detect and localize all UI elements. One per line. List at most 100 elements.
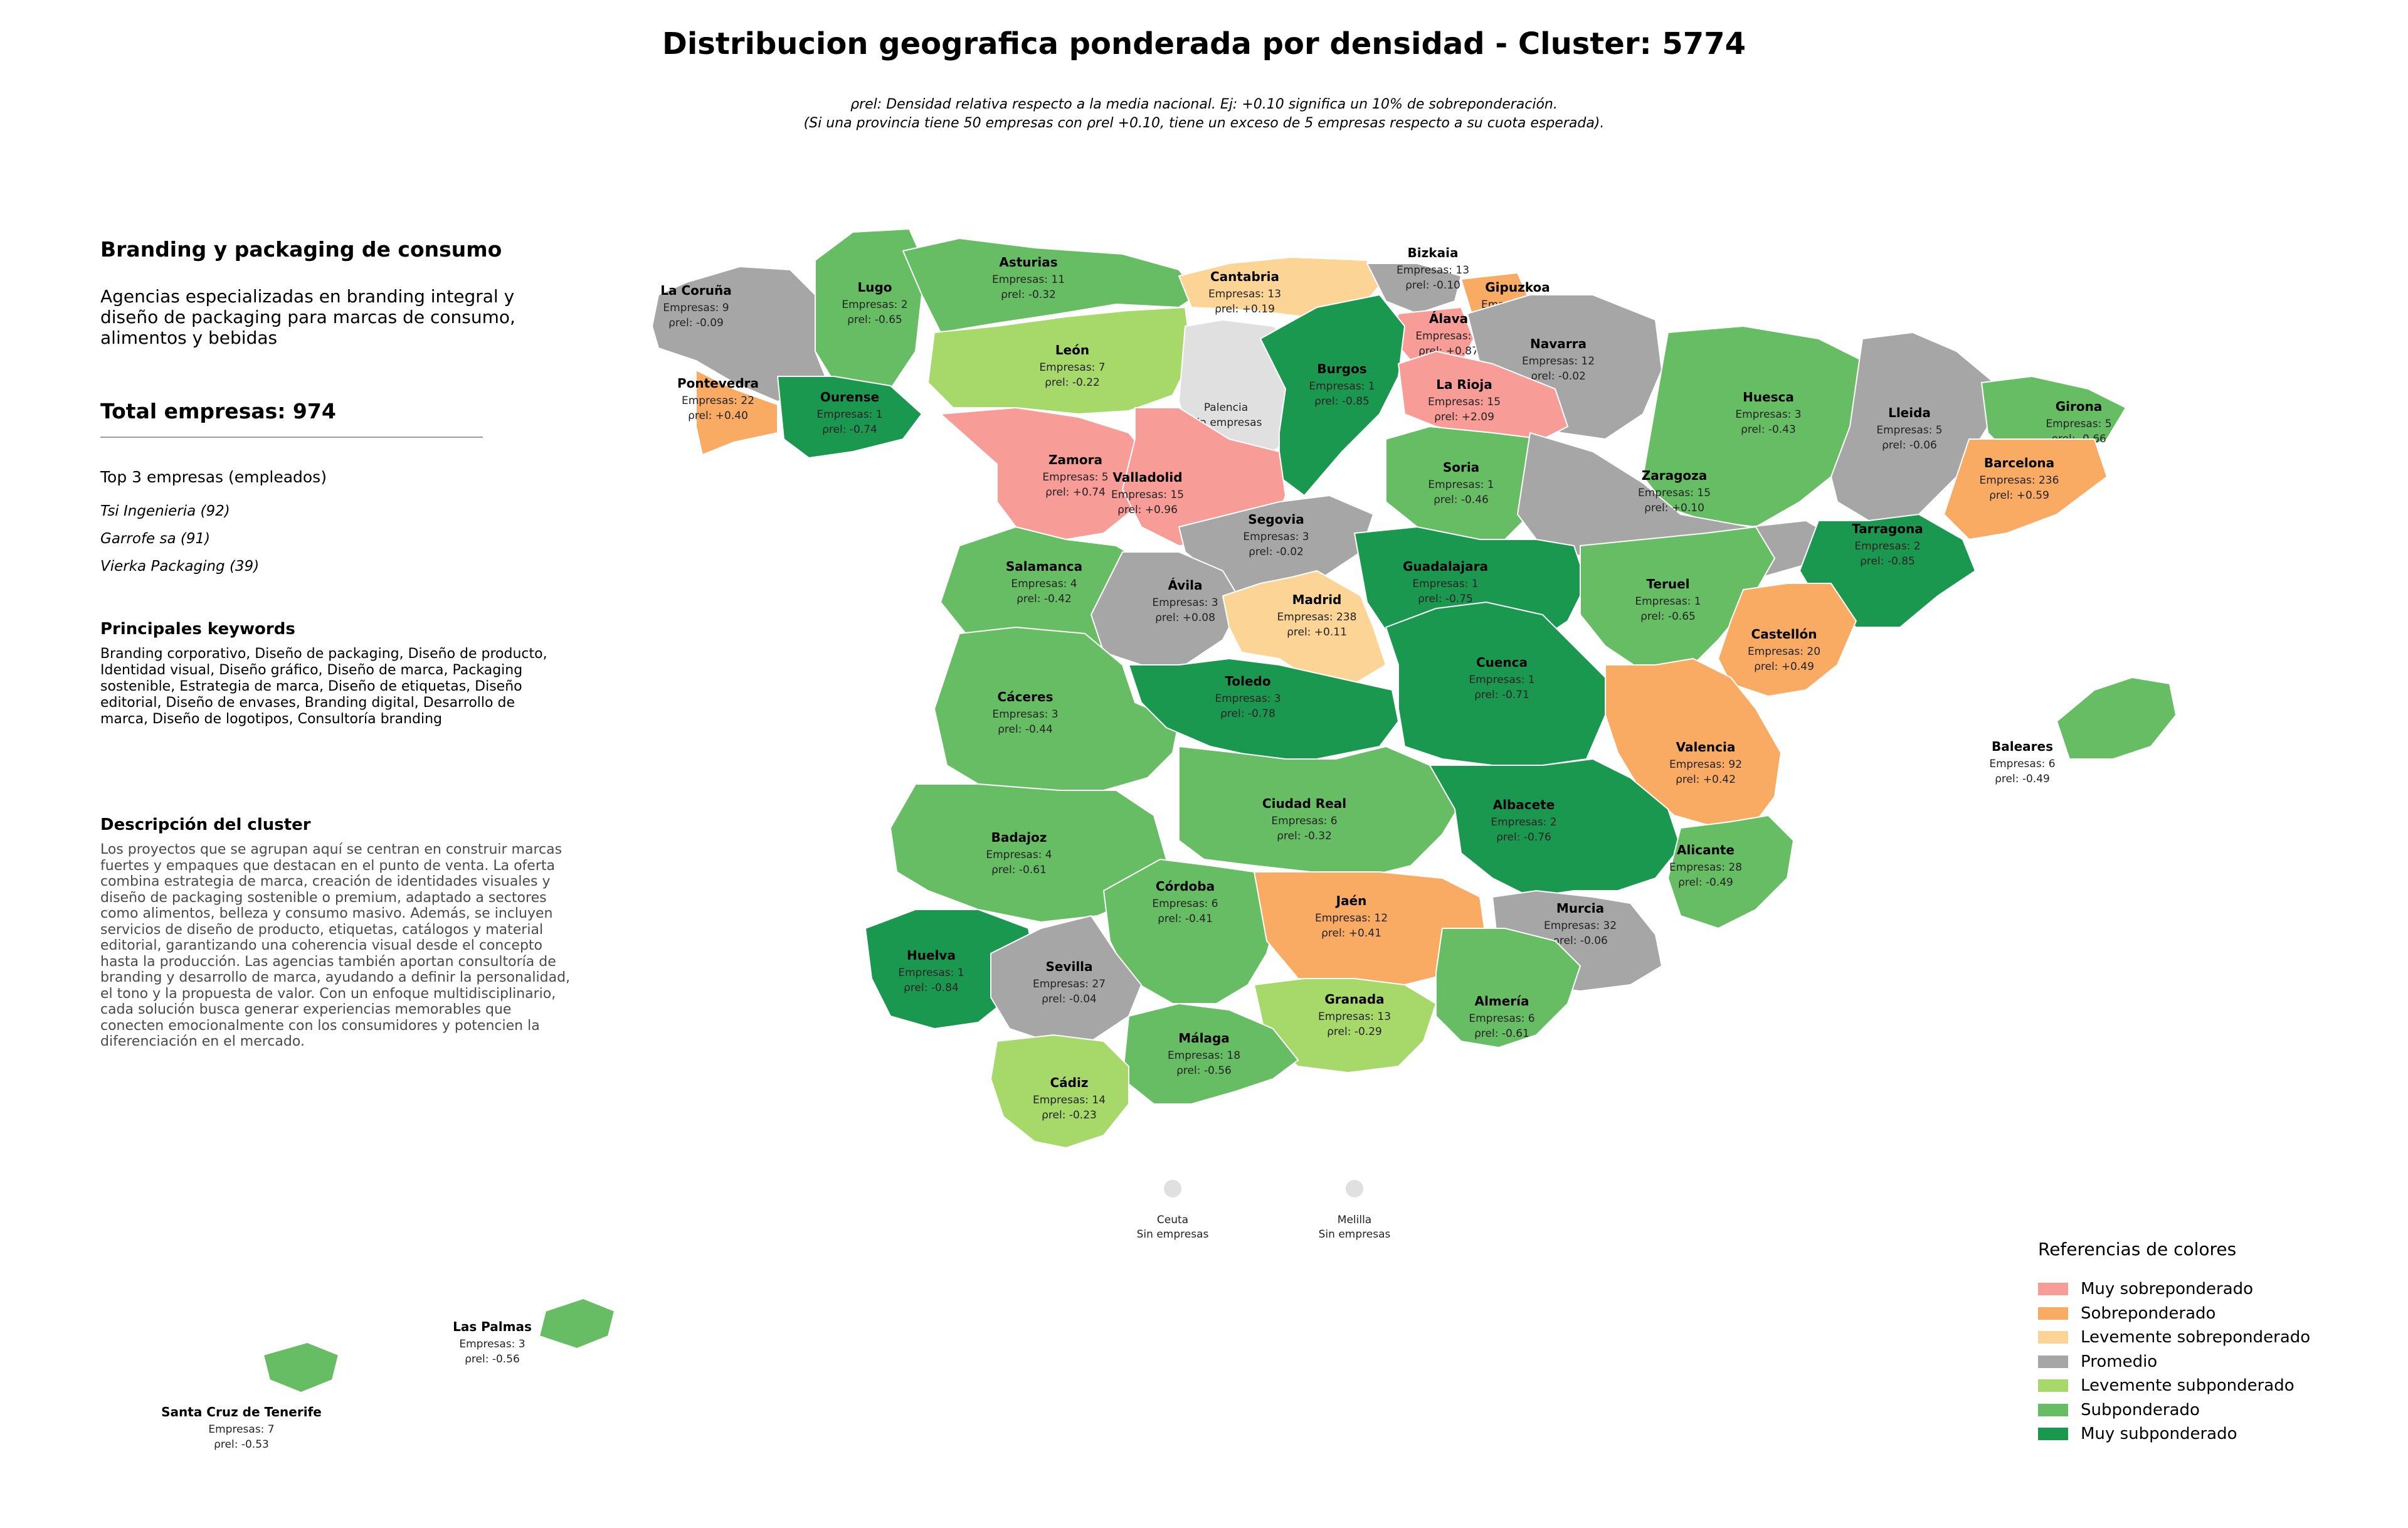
province-rho: ρrel: -0.42 <box>1017 593 1072 605</box>
province-label: Valladolid <box>1112 470 1182 485</box>
province-region-valencia <box>1605 657 1782 829</box>
province-rho: ρrel: -0.85 <box>1314 395 1370 408</box>
province-label: Álava <box>1429 311 1468 326</box>
subtitle-line-2: (Si una provincia tiene 50 empresas con … <box>803 115 1605 131</box>
province-burgos: Burgos Empresas: 1 ρrel: -0.85 <box>1259 294 1406 497</box>
province-rho: ρrel: -0.10 <box>1405 279 1460 292</box>
province-malaga: Málaga Empresas: 18 ρrel: -0.56 <box>1121 1002 1299 1105</box>
province-rho: ρrel: -0.49 <box>1678 876 1733 889</box>
province-count: Empresas: 1 <box>898 967 964 979</box>
province-rho: ρrel: -0.32 <box>1001 289 1056 301</box>
province-count: Empresas: 7 <box>1039 361 1105 374</box>
province-count: Empresas: 20 <box>1748 645 1820 658</box>
province-rho: ρrel: +0.11 <box>1287 626 1347 639</box>
top3-title: Top 3 empresas (empleados) <box>100 468 327 486</box>
province-count: Empresas: 13 <box>1318 1011 1391 1023</box>
legend-item-muy-sobreponderado: Muy sobreponderado <box>2038 1277 2310 1302</box>
province-region-barcelona <box>1943 438 2108 541</box>
legend-label: Muy sobreponderado <box>2081 1280 2254 1299</box>
province-count: Empresas: 1 <box>1428 479 1494 491</box>
province-count: Empresas: 13 <box>1397 264 1469 277</box>
province-label: Ciudad Real <box>1262 796 1346 811</box>
province-region-avila <box>1090 551 1243 666</box>
city-marker <box>1346 1180 1363 1197</box>
province-region-albacete <box>1428 758 1682 898</box>
province-region-bizkaia <box>1366 263 1462 315</box>
province-rho: ρrel: -0.84 <box>904 982 959 994</box>
province-region-toledo <box>1127 657 1400 760</box>
province-region-caceres <box>933 626 1180 791</box>
province-count: Empresas: 3 <box>1215 692 1281 705</box>
province-label: Santa Cruz de Tenerife <box>161 1404 322 1419</box>
province-leon: León Empresas: 7 ρrel: -0.22 <box>927 306 1193 415</box>
province-count: Empresas: 3 <box>459 1338 525 1350</box>
province-count: Empresas: 6 <box>1152 898 1218 910</box>
province-rho: ρrel: -0.61 <box>991 864 1047 876</box>
province-region-leon <box>927 306 1193 415</box>
legend-swatch <box>2038 1355 2068 1368</box>
province-cuenca: Cuenca Empresas: 1 ρrel: -0.71 <box>1385 601 1606 766</box>
province-teruel: Teruel Empresas: 1 ρrel: -0.65 <box>1580 526 1776 679</box>
legend-label: Levemente sobreponderado <box>2081 1328 2311 1347</box>
province-rho: ρrel: -0.44 <box>998 723 1053 736</box>
province-label: La Coruña <box>660 283 731 298</box>
province-rho: ρrel: -0.02 <box>1531 370 1586 383</box>
province-count: Empresas: 14 <box>1033 1094 1106 1106</box>
keywords-title: Principales keywords <box>100 620 295 639</box>
city-marker <box>1164 1180 1181 1197</box>
province-label: Huesca <box>1743 390 1794 405</box>
legend-items: Muy sobreponderado Sobreponderado Levement… <box>2038 1277 2310 1446</box>
province-ourense: Ourense Empresas: 1 ρrel: -0.74 <box>776 376 923 459</box>
province-count: Empresas: 2 <box>1491 816 1556 829</box>
province-region-ourense <box>776 376 923 459</box>
province-label: Lleida <box>1888 405 1931 420</box>
province-count: Empresas: 15 <box>1428 396 1501 408</box>
legend-label: Sobreponderado <box>2081 1303 2216 1323</box>
province-label: Granada <box>1324 992 1384 1007</box>
province-label: Córdoba <box>1156 879 1215 894</box>
top3-list: Tsi Ingenieria (92) Garrofe sa (91) Vier… <box>100 503 259 586</box>
province-label: Asturias <box>999 255 1057 270</box>
map-subtitle: ρrel: Densidad relativa respecto a la me… <box>0 95 2408 133</box>
province-rho: ρrel: +0.59 <box>1989 489 2049 502</box>
province-ciudad-real: Ciudad Real Empresas: 6 ρrel: -0.32 <box>1178 745 1462 879</box>
province-label: Huelva <box>907 948 956 963</box>
province-label: Teruel <box>1646 576 1689 592</box>
province-region-zamora <box>939 406 1155 541</box>
province-region-alicante <box>1667 814 1795 930</box>
keywords-text: Branding corporativo, Diseño de packagin… <box>100 646 547 727</box>
province-count: Empresas: 18 <box>1168 1049 1240 1062</box>
province-rho: ρrel: -0.61 <box>1474 1027 1529 1040</box>
province-rho: ρrel: -0.71 <box>1474 689 1529 701</box>
province-castellon: Castellón Empresas: 20 ρrel: +0.49 <box>1717 583 1857 698</box>
city-no-data: Sin empresas <box>1137 1228 1209 1241</box>
province-label: Alicante <box>1677 842 1735 857</box>
province-label: Cuenca <box>1476 655 1528 670</box>
province-label: Toledo <box>1225 674 1270 689</box>
description-text: Los proyectos que se agrupan aquí se cen… <box>100 842 571 1049</box>
province-albacete: Albacete Empresas: 2 ρrel: -0.76 <box>1428 758 1682 898</box>
province-count: Empresas: 1 <box>1412 578 1478 590</box>
top3-item: Vierka Packaging (39) <box>100 558 260 575</box>
province-rho: ρrel: -0.76 <box>1496 831 1551 844</box>
province-count: Empresas: 4 <box>1011 578 1077 590</box>
province-region-ciudad-real <box>1178 745 1462 879</box>
province-badajoz: Badajoz Empresas: 4 ρrel: -0.61 <box>889 783 1168 923</box>
province-count: Empresas: 1 <box>1309 380 1375 393</box>
province-label: Burgos <box>1317 361 1366 376</box>
province-baleares: Baleares Empresas: 6 ρrel: -0.49 <box>1989 676 2177 785</box>
description-title: Descripción del cluster <box>100 815 311 834</box>
province-label: Murcia <box>1556 901 1604 916</box>
province-caceres: Cáceres Empresas: 3 ρrel: -0.44 <box>933 626 1180 791</box>
province-count: Empresas: 7 <box>1415 330 1481 342</box>
top3-item: Garrofe sa (91) <box>100 531 211 547</box>
province-alicante: Alicante Empresas: 28 ρrel: -0.49 <box>1667 814 1795 930</box>
province-rho: ρrel: -0.02 <box>1249 546 1304 558</box>
province-label: Cádiz <box>1050 1075 1089 1090</box>
legend-item-sobreponderado: Sobreponderado <box>2038 1302 2310 1326</box>
legend-swatch <box>2038 1379 2068 1393</box>
province-label: Girona <box>2056 399 2103 414</box>
province-label: Cáceres <box>998 689 1054 704</box>
province-cordoba: Córdoba Empresas: 6 ρrel: -0.41 <box>1102 858 1281 1004</box>
province-count: Empresas: 2 <box>842 299 907 311</box>
